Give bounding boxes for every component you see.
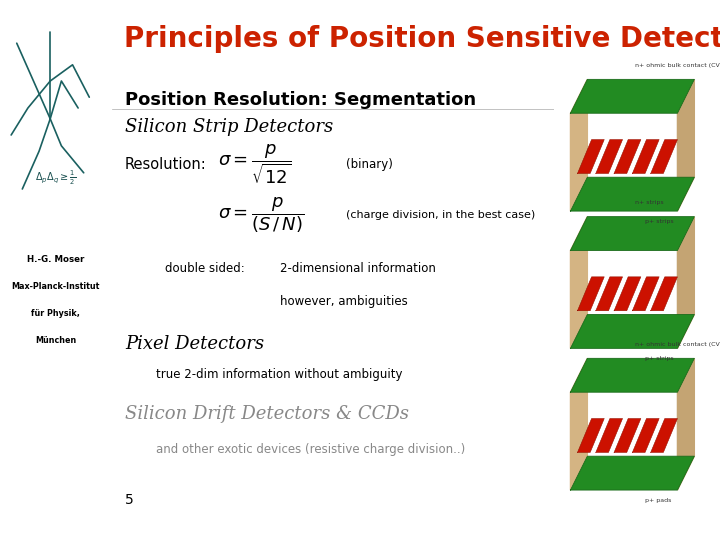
Text: H.-G. Moser: H.-G. Moser [27, 255, 84, 264]
Text: true 2-dim information without ambiguity: true 2-dim information without ambiguity [156, 368, 402, 381]
Text: Pixel Detectors: Pixel Detectors [125, 335, 264, 353]
Polygon shape [678, 359, 694, 490]
Polygon shape [577, 277, 604, 310]
Polygon shape [570, 79, 694, 113]
Text: p+ strips: p+ strips [645, 219, 674, 224]
Text: Resolution:: Resolution: [125, 157, 207, 172]
Text: p+ pads: p+ pads [645, 497, 672, 503]
Polygon shape [596, 277, 623, 310]
Text: $\Delta_p \Delta_q \geq \frac{1}{2}$: $\Delta_p \Delta_q \geq \frac{1}{2}$ [35, 169, 76, 187]
Text: $\sigma = \dfrac{p}{\sqrt{12}}$: $\sigma = \dfrac{p}{\sqrt{12}}$ [218, 142, 291, 186]
Text: Position Resolution: Segmentation: Position Resolution: Segmentation [125, 91, 476, 109]
Polygon shape [614, 139, 641, 173]
Polygon shape [570, 359, 694, 392]
Polygon shape [651, 418, 678, 453]
Polygon shape [632, 277, 659, 310]
Text: München: München [35, 336, 76, 345]
Text: (charge division, in the best case): (charge division, in the best case) [346, 210, 536, 220]
Text: double sided:: double sided: [165, 262, 245, 275]
Polygon shape [596, 418, 623, 453]
Text: Silicon Strip Detectors: Silicon Strip Detectors [125, 118, 333, 136]
Polygon shape [577, 139, 604, 173]
Polygon shape [651, 139, 678, 173]
Polygon shape [577, 418, 604, 453]
Polygon shape [614, 277, 641, 310]
Polygon shape [570, 456, 694, 490]
Text: Principles of Position Sensitive Detectors: Principles of Position Sensitive Detecto… [124, 25, 720, 52]
Text: (binary): (binary) [346, 158, 393, 171]
Polygon shape [632, 139, 659, 173]
Text: p+ strips: p+ strips [645, 356, 674, 361]
Text: n+ strips: n+ strips [635, 200, 664, 205]
Polygon shape [570, 359, 588, 490]
Text: 2-dimensional information: 2-dimensional information [280, 262, 436, 275]
Polygon shape [651, 277, 678, 310]
Text: n+ ohmic bulk contact (CV): n+ ohmic bulk contact (CV) [635, 63, 720, 68]
Polygon shape [632, 418, 659, 453]
Polygon shape [570, 314, 694, 348]
Polygon shape [614, 418, 641, 453]
Text: $\sigma = \dfrac{p}{(S\,/\,N)}$: $\sigma = \dfrac{p}{(S\,/\,N)}$ [218, 195, 305, 235]
Polygon shape [678, 79, 694, 211]
Polygon shape [570, 177, 694, 211]
Text: 5: 5 [125, 494, 134, 508]
Text: and other exotic devices (resistive charge division..): and other exotic devices (resistive char… [156, 443, 465, 456]
Polygon shape [570, 217, 588, 348]
Text: für Physik,: für Physik, [32, 309, 80, 318]
Polygon shape [570, 217, 694, 251]
Text: n+ ohmic bulk contact (CV): n+ ohmic bulk contact (CV) [635, 342, 720, 347]
Text: Max-Planck-Institut: Max-Planck-Institut [12, 282, 100, 291]
Polygon shape [596, 139, 623, 173]
Polygon shape [678, 217, 694, 348]
Polygon shape [570, 79, 588, 211]
Text: however, ambiguities: however, ambiguities [280, 295, 408, 308]
Text: Silicon Drift Detectors & CCDs: Silicon Drift Detectors & CCDs [125, 406, 409, 423]
